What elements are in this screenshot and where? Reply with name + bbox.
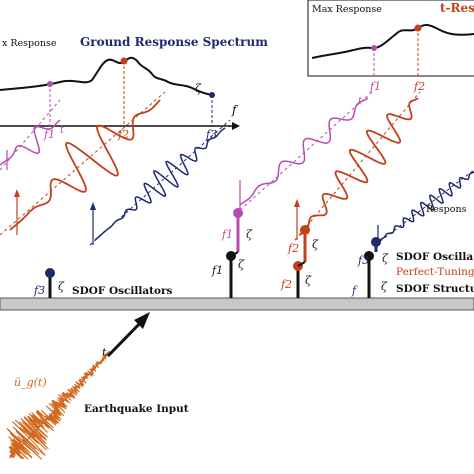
sdof-oscillators-label: SDOF Oscillators xyxy=(72,285,173,297)
response-label: Respons xyxy=(426,204,467,215)
response-wave-f3 xyxy=(94,127,226,241)
oscillator-left-f3: f3 ζ SDOF Oscillators xyxy=(33,268,173,298)
osc-right-f3-label: f3 xyxy=(357,254,369,267)
right-spectrum-curve xyxy=(311,23,474,59)
quake-input-symbol: ü_g(t) xyxy=(14,376,47,389)
right-spectrum-panel: Max Response t-Res f1 f2 xyxy=(307,0,474,93)
struct-f2-label: f2 xyxy=(280,278,292,291)
response-wave-right-f3 xyxy=(379,171,474,241)
quake-time-label: t xyxy=(102,346,107,359)
earthquake-record xyxy=(6,350,112,460)
right-response-waves: t Respons xyxy=(239,91,474,246)
osc-left-f-label: f3 xyxy=(33,284,45,297)
ground-strip xyxy=(0,297,474,311)
left-panel-title: Ground Response Spectrum xyxy=(80,35,268,49)
struct-f1-zeta: ζ xyxy=(238,258,245,271)
osc-right-f3-structure-zeta: ζ xyxy=(381,280,388,293)
oscillator-right-f3: f3 ζ SDOF Oscilla Perfect-Tuning SDOF St… xyxy=(351,237,474,298)
oscillator-right-f1: f1 ζ xyxy=(221,208,253,298)
osc-right-f2-zeta: ζ xyxy=(312,238,319,251)
right-time-label: t xyxy=(358,96,363,107)
osc-right-f1-zeta: ζ xyxy=(246,228,253,241)
spectrum-point-f3 xyxy=(209,92,215,98)
left-x-axis-label: f xyxy=(231,103,239,117)
spectrum-point-f2 xyxy=(120,57,128,65)
svg-text:f: f xyxy=(351,284,358,297)
left-spectrum-panel: f x Response Ground Response Spectrum ζ … xyxy=(0,35,268,141)
right-y-axis-label: Max Response xyxy=(312,4,382,15)
struct-f1-label: f1 xyxy=(211,264,223,277)
sdof-structure-label: SDOF Structu xyxy=(396,283,474,295)
oscillator-right-f2: f2 ζ xyxy=(287,225,319,298)
left-freq-f1: f1 xyxy=(43,128,55,141)
earthquake-input-label: Earthquake Input xyxy=(84,403,189,415)
left-zeta-label: ζ xyxy=(195,82,202,95)
osc-right-f3-zeta: ζ xyxy=(382,252,389,265)
sdof-oscillators-right-label: SDOF Oscilla xyxy=(396,251,473,263)
perfect-tuning-label: Perfect-Tuning xyxy=(396,266,474,278)
response-wave-right-f2 xyxy=(299,97,419,236)
osc-right-f2-label: f2 xyxy=(287,242,299,255)
response-wave-f1 xyxy=(0,119,61,166)
earthquake-input: t ü_g(t) Earthquake Input xyxy=(6,312,189,460)
response-wave-f2 xyxy=(9,99,161,231)
left-response-waves: t xyxy=(0,91,231,246)
osc-right-f1-label: f1 xyxy=(221,228,233,241)
right-freq-f2: f2 xyxy=(413,80,425,93)
struct-f2-zeta: ζ xyxy=(305,274,312,287)
spectrum-point-f1 xyxy=(47,81,53,87)
right-panel-title: t-Res xyxy=(440,1,474,15)
left-time-label-f1: t xyxy=(60,125,65,136)
ground-spectrum-curve xyxy=(0,56,213,96)
response-wave-right-f1 xyxy=(239,97,369,206)
right-freq-f1: f1 xyxy=(369,80,381,93)
osc-left-zeta: ζ xyxy=(58,280,65,293)
left-y-axis-label: x Response xyxy=(2,38,57,49)
